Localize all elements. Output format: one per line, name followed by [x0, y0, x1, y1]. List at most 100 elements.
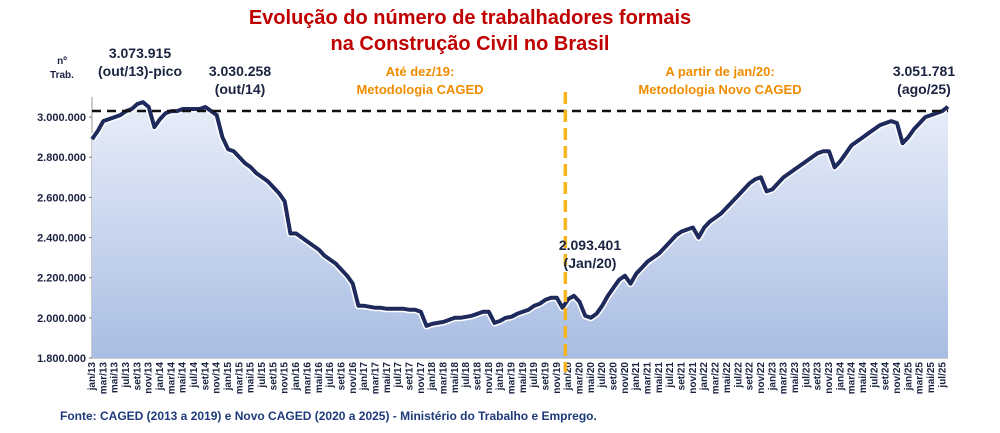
x-tick-label: nov/15: [280, 362, 291, 394]
x-tick-label: set/20: [609, 362, 620, 391]
line: [90, 100, 950, 328]
x-tick-label: jan/25: [903, 362, 914, 392]
x-tick-label: set/18: [472, 362, 483, 391]
annotation: Até dez/19:: [386, 64, 455, 79]
annotation: (Jan/20): [564, 255, 617, 271]
y-tick-label: 2.600.000: [37, 192, 86, 204]
x-tick-label: mai/23: [790, 362, 801, 394]
x-tick-label: jul/25: [937, 362, 948, 389]
x-tick-label: jan/24: [835, 362, 846, 392]
x-tick-label: set/15: [268, 362, 279, 391]
x-tick-label: nov/14: [212, 362, 223, 394]
x-tick-label: mai/18: [450, 362, 461, 394]
x-tick-label: mai/17: [382, 362, 393, 394]
x-tick-label: jul/22: [733, 362, 744, 389]
x-tick-label: set/13: [132, 362, 143, 391]
chart-title: na Construção Civil no Brasil: [331, 33, 610, 55]
x-tick-label: nov/23: [824, 362, 835, 394]
x-tick-label: jul/23: [801, 362, 812, 389]
x-tick-label: nov/20: [620, 362, 631, 394]
x-tick-label: mai/13: [110, 362, 121, 394]
annotation: 2.093.401: [559, 237, 621, 253]
x-tick-label: set/14: [200, 362, 211, 391]
annotation: A partir de jan/20:: [665, 64, 774, 79]
x-tick-label: set/23: [813, 362, 824, 391]
x-tick-label: jan/17: [359, 362, 370, 392]
y-tick-label: 1.800.000: [37, 353, 86, 365]
x-tick-label: nov/16: [348, 362, 359, 394]
x-tick-label: jan/15: [223, 362, 234, 392]
annotation: Metodologia CAGED: [356, 82, 483, 97]
annotation: (ago/25): [897, 81, 951, 97]
x-tick-label: jul/14: [189, 362, 200, 389]
y-tick-label: 2.000.000: [37, 313, 86, 325]
x-tick-label: jan/18: [427, 362, 438, 392]
x-tick-label: jan/20: [563, 362, 574, 392]
x-tick-label: nov/21: [688, 362, 699, 394]
y-axis-label: nº: [57, 56, 67, 67]
x-tick-label: set/24: [881, 362, 892, 391]
x-tick-label: jan/19: [495, 362, 506, 392]
x-tick-label: nov/19: [552, 362, 563, 394]
x-tick-label: mar/16: [302, 362, 313, 395]
x-tick-label: jul/13: [121, 362, 132, 389]
x-tick-label: jul/18: [461, 362, 472, 389]
x-tick-label: mai/21: [654, 362, 665, 394]
x-tick-label: set/21: [677, 362, 688, 391]
x-tick-label: jul/15: [257, 362, 268, 389]
y-axis-label: Trab.: [50, 70, 74, 81]
x-tick-label: set/19: [541, 362, 552, 391]
x-tick-label: mai/15: [246, 362, 257, 394]
x-tick-label: mai/14: [178, 362, 189, 394]
area: [92, 102, 948, 358]
x-tick-label: set/22: [745, 362, 756, 391]
y-tick-label: 2.800.000: [37, 152, 86, 164]
x-tick-label: mar/21: [643, 362, 654, 395]
annotation: 3.073.915: [109, 45, 171, 61]
x-tick-label: jan/23: [767, 362, 778, 392]
annotation: 3.051.781: [893, 63, 955, 79]
annotation: Metodologia Novo CAGED: [638, 82, 801, 97]
x-tick-label: mar/20: [575, 362, 586, 395]
x-tick-label: jul/20: [597, 362, 608, 389]
x-tick-label: mai/24: [858, 362, 869, 394]
x-tick-label: jan/16: [291, 362, 302, 392]
x-tick-label: jan/13: [87, 362, 98, 392]
x-tick-label: set/16: [336, 362, 347, 391]
x-tick-label: mai/22: [722, 362, 733, 394]
x-tick-label: mai/20: [586, 362, 597, 394]
x-tick-label: nov/22: [756, 362, 767, 394]
x-tick-label: jul/17: [393, 362, 404, 389]
annotation: 3.030.258: [209, 63, 271, 79]
x-tick-label: mar/14: [166, 362, 177, 395]
y-tick-label: 2.200.000: [37, 273, 86, 285]
x-tick-label: mai/25: [926, 362, 937, 394]
x-tick-label: mai/19: [518, 362, 529, 394]
x-tick-label: nov/24: [892, 362, 903, 394]
x-tick-label: jul/19: [529, 362, 540, 389]
annotation: (out/14): [215, 81, 266, 97]
y-tick-label: 2.400.000: [37, 233, 86, 245]
annotation: (out/13)-pico: [98, 63, 182, 79]
x-tick-label: mar/15: [234, 362, 245, 395]
x-tick-label: nov/17: [416, 362, 427, 394]
x-tick-label: jul/21: [665, 362, 676, 389]
x-tick-label: mai/16: [314, 362, 325, 394]
x-tick-label: mar/17: [370, 362, 381, 395]
x-tick-label: set/17: [404, 362, 415, 391]
source: Fonte: CAGED (2013 a 2019) e Novo CAGED …: [60, 409, 597, 423]
x-tick-label: jul/24: [869, 362, 880, 389]
x-tick-label: jan/21: [631, 362, 642, 392]
x-tick-label: nov/13: [144, 362, 155, 394]
x-tick-label: mar/19: [506, 362, 517, 395]
x-tick-label: jan/14: [155, 362, 166, 392]
chart-title: Evolução do número de trabalhadores form…: [249, 7, 691, 29]
x-tick-label: mar/24: [847, 362, 858, 395]
x-tick-label: mar/23: [779, 362, 790, 395]
x-tick-label: jul/16: [325, 362, 336, 389]
x-tick-label: mar/25: [915, 362, 926, 395]
x-tick-label: mar/13: [98, 362, 109, 395]
y-tick-label: 3.000.000: [37, 112, 86, 124]
x-tick-label: jan/22: [699, 362, 710, 392]
